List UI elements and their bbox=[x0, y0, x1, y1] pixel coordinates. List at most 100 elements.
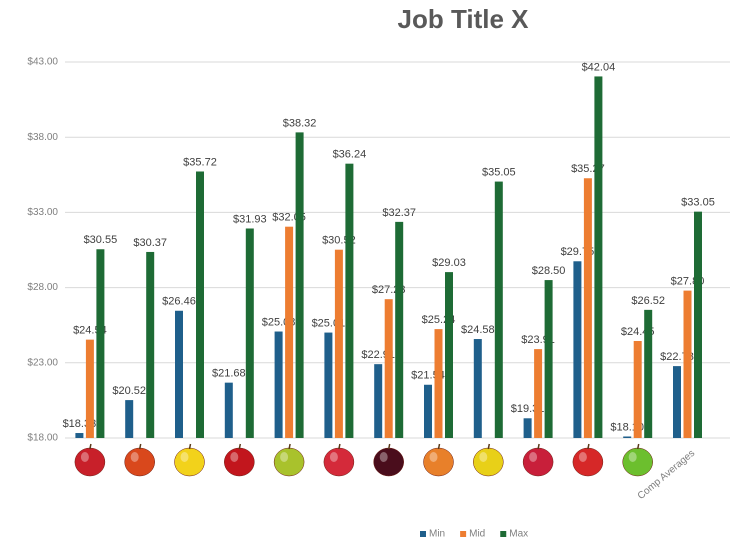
bar bbox=[474, 339, 482, 438]
bar bbox=[296, 132, 304, 438]
value-label: $35.72 bbox=[183, 156, 217, 168]
bar bbox=[96, 249, 104, 438]
apple-body bbox=[125, 448, 155, 476]
bar bbox=[673, 366, 681, 438]
apple-icon bbox=[573, 444, 603, 476]
apple-stem bbox=[90, 444, 91, 449]
apple-body bbox=[473, 448, 503, 476]
apple-body bbox=[75, 448, 105, 476]
apple-highlight bbox=[629, 452, 637, 462]
legend-label: Max bbox=[509, 529, 528, 540]
bar bbox=[534, 349, 542, 438]
bar bbox=[424, 385, 432, 438]
y-tick-label: $28.00 bbox=[27, 282, 58, 293]
y-tick-label: $23.00 bbox=[27, 357, 58, 368]
apple-highlight bbox=[280, 452, 288, 462]
value-label: $33.05 bbox=[681, 197, 715, 209]
value-label: $29.03 bbox=[432, 257, 466, 269]
bar bbox=[225, 383, 233, 438]
chart-title: Job Title X bbox=[398, 4, 530, 34]
bar bbox=[684, 291, 692, 438]
apple-highlight bbox=[81, 452, 89, 462]
apple-icon bbox=[274, 444, 304, 476]
bar bbox=[125, 400, 133, 438]
bar bbox=[445, 272, 453, 438]
apple-body bbox=[523, 448, 553, 476]
apple-highlight bbox=[131, 452, 139, 462]
apple-stem bbox=[190, 444, 191, 449]
bar bbox=[175, 311, 183, 438]
bar bbox=[524, 418, 532, 438]
bar bbox=[594, 76, 602, 438]
bar bbox=[573, 261, 581, 438]
apple-highlight bbox=[579, 452, 587, 462]
bar bbox=[345, 164, 353, 438]
y-tick-label: $18.00 bbox=[27, 433, 58, 444]
value-label: $30.37 bbox=[133, 237, 167, 249]
value-label: $26.52 bbox=[631, 295, 665, 307]
apple-body bbox=[374, 448, 404, 476]
apple-icon bbox=[623, 444, 653, 476]
apple-stem bbox=[339, 444, 340, 449]
value-label: $21.68 bbox=[212, 368, 246, 380]
bar bbox=[75, 433, 83, 438]
bar bbox=[584, 178, 592, 438]
value-label: $36.24 bbox=[333, 149, 367, 161]
apple-stem bbox=[140, 444, 141, 449]
legend-label: Mid bbox=[469, 529, 485, 540]
bar bbox=[146, 252, 154, 438]
apple-highlight bbox=[380, 452, 388, 462]
apple-body bbox=[424, 448, 454, 476]
bar bbox=[623, 436, 631, 438]
apple-stem bbox=[638, 444, 639, 449]
value-label: $30.55 bbox=[84, 234, 118, 246]
apple-highlight bbox=[181, 452, 189, 462]
apple-stem bbox=[389, 444, 390, 449]
bar bbox=[324, 333, 332, 438]
value-label: $24.58 bbox=[461, 324, 495, 336]
bar bbox=[86, 340, 94, 438]
apple-icon bbox=[374, 444, 404, 476]
apple-stem bbox=[239, 444, 240, 449]
bar bbox=[495, 182, 503, 438]
apple-icon bbox=[324, 444, 354, 476]
legend-label: Min bbox=[429, 529, 445, 540]
apple-highlight bbox=[430, 452, 438, 462]
value-label: $26.46 bbox=[162, 296, 196, 308]
value-label: $20.52 bbox=[112, 385, 146, 397]
apple-icon bbox=[523, 444, 553, 476]
apple-body bbox=[573, 448, 603, 476]
legend-swatch bbox=[500, 531, 506, 537]
bar bbox=[246, 228, 254, 438]
apple-body bbox=[274, 448, 304, 476]
apple-icon bbox=[75, 444, 105, 476]
bar bbox=[545, 280, 553, 438]
legend-swatch bbox=[460, 531, 466, 537]
y-tick-label: $38.00 bbox=[27, 132, 58, 143]
legend-swatch bbox=[420, 531, 426, 537]
apple-body bbox=[623, 448, 653, 476]
apple-stem bbox=[289, 444, 290, 449]
bar bbox=[335, 250, 343, 438]
apple-highlight bbox=[330, 452, 338, 462]
value-label: $28.50 bbox=[532, 265, 566, 277]
bar bbox=[644, 310, 652, 438]
chart: Job Title X $18.00 $23.00 $28.00 $33.00 $38.… bbox=[0, 0, 734, 541]
bar bbox=[285, 227, 293, 438]
apple-highlight bbox=[479, 452, 487, 462]
value-label: $32.37 bbox=[382, 207, 416, 219]
apple-icon bbox=[175, 444, 205, 476]
bar bbox=[374, 364, 382, 438]
bar bbox=[385, 299, 393, 438]
apple-icon bbox=[224, 444, 254, 476]
apple-icon bbox=[424, 444, 454, 476]
bar bbox=[634, 341, 642, 438]
value-label: $31.93 bbox=[233, 213, 267, 225]
bar bbox=[275, 332, 283, 438]
y-tick-label: $33.00 bbox=[27, 207, 58, 218]
apple-icon bbox=[125, 444, 155, 476]
bar bbox=[435, 329, 443, 438]
apple-icon bbox=[473, 444, 503, 476]
value-label: $38.32 bbox=[283, 117, 317, 129]
bar bbox=[196, 171, 204, 438]
